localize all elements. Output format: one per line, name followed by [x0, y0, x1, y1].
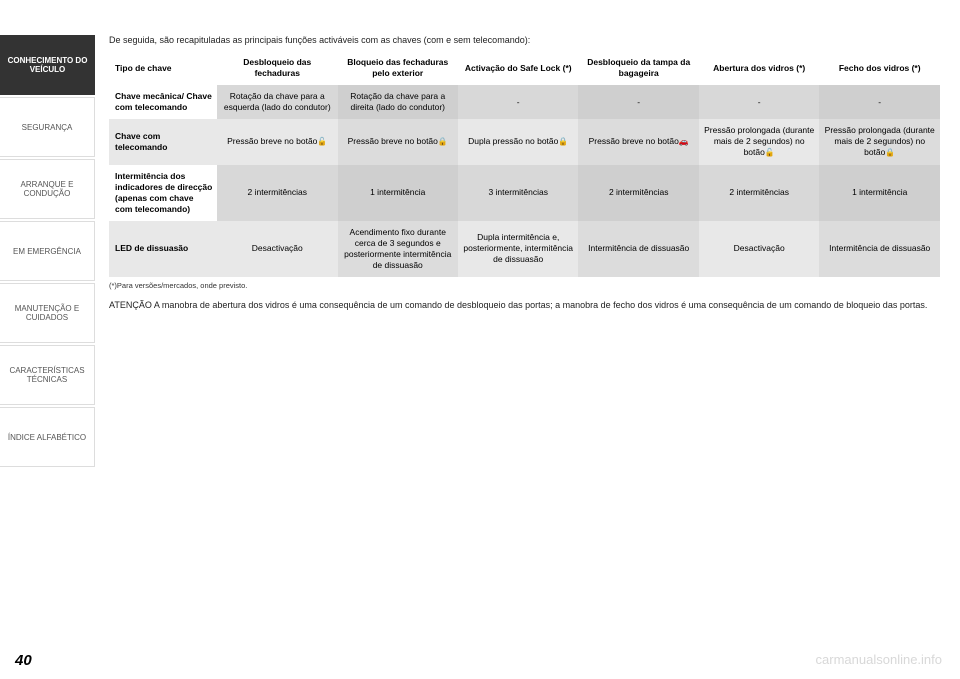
sidebar-item-conhecimento[interactable]: CONHECIMENTO DO VEÍCULO: [0, 35, 95, 95]
unlock-icon: [317, 136, 327, 146]
cell-r2-c0: Intermitência dos indicadores de direcçã…: [109, 165, 217, 221]
cell-r0-c4: -: [578, 85, 698, 119]
cell-r3-c3: Dupla intermitência e, posteriormente, i…: [458, 221, 578, 277]
cell-r1-c3: Dupla pressão no botão: [458, 119, 578, 164]
unlock-icon: [765, 147, 775, 157]
cell-r0-c1: Rotação da chave para a esquerda (lado d…: [217, 85, 337, 119]
cell-r0-c6: -: [819, 85, 940, 119]
th-tampa: Desbloqueio da tampa da bagageira: [578, 51, 698, 85]
footnote: (*)Para versões/mercados, onde previsto.: [109, 281, 940, 290]
cell-r2-c3: 3 intermitências: [458, 165, 578, 221]
cell-r1-c2: Pressão breve no botão: [338, 119, 458, 164]
th-bloqueio: Bloqueio das fechaduras pelo exterior: [338, 51, 458, 85]
cell-r1-c4: Pressão breve no botão: [578, 119, 698, 164]
cell-r3-c5: Desactivação: [699, 221, 819, 277]
lock-icon: [558, 136, 568, 146]
intro-text: De seguida, são recapituladas as princip…: [109, 35, 940, 45]
cell-r3-c2: Acendimento fixo durante cerca de 3 segu…: [338, 221, 458, 277]
th-safelock: Activação do Safe Lock (*): [458, 51, 578, 85]
trunk-icon: [679, 136, 689, 146]
cell-r0-c5: -: [699, 85, 819, 119]
cell-r1-c5: Pressão prolongada (durante mais de 2 se…: [699, 119, 819, 164]
sidebar-item-manutencao[interactable]: MANUTENÇÃO E CUIDADOS: [0, 283, 95, 343]
cell-r2-c2: 1 intermitência: [338, 165, 458, 221]
cell-r1-c0: Chave com telecomando: [109, 119, 217, 164]
page-number: 40: [15, 652, 32, 669]
cell-r2-c1: 2 intermitências: [217, 165, 337, 221]
cell-r2-c6: 1 intermitência: [819, 165, 940, 221]
table-row: Chave com telecomando Pressão breve no b…: [109, 119, 940, 164]
sidebar-item-seguranca[interactable]: SEGURANÇA: [0, 97, 95, 157]
watermark: carmanualsonline.info: [816, 652, 942, 667]
th-desbloqueio: Desbloqueio das fechaduras: [217, 51, 337, 85]
cell-r3-c4: Intermitência de dissuasão: [578, 221, 698, 277]
cell-r2-c5: 2 intermitências: [699, 165, 819, 221]
cell-r0-c3: -: [458, 85, 578, 119]
cell-r3-c1: Desactivação: [217, 221, 337, 277]
cell-r2-c4: 2 intermitências: [578, 165, 698, 221]
functions-table: Tipo de chave Desbloqueio das fechaduras…: [109, 51, 940, 277]
cell-r1-c1: Pressão breve no botão: [217, 119, 337, 164]
attention-note: ATENÇÃO A manobra de abertura dos vidros…: [109, 300, 940, 312]
sidebar-item-emergencia[interactable]: EM EMERGÊNCIA: [0, 221, 95, 281]
cell-r3-c0: LED de dissuasão: [109, 221, 217, 277]
sidebar-item-caracteristicas[interactable]: CARACTERÍSTICAS TÉCNICAS: [0, 345, 95, 405]
sidebar-item-arranque[interactable]: ARRANQUE E CONDUÇÃO: [0, 159, 95, 219]
th-fecho-vidros: Fecho dos vidros (*): [819, 51, 940, 85]
table-row: LED de dissuasão Desactivação Acendiment…: [109, 221, 940, 277]
sidebar: CONHECIMENTO DO VEÍCULO SEGURANÇA ARRANQ…: [0, 0, 95, 679]
cell-r0-c2: Rotação da chave para a direita (lado do…: [338, 85, 458, 119]
th-abertura-vidros: Abertura dos vidros (*): [699, 51, 819, 85]
table-row: Intermitência dos indicadores de direcçã…: [109, 165, 940, 221]
lock-icon: [438, 136, 448, 146]
content-area: De seguida, são recapituladas as princip…: [95, 0, 960, 679]
cell-r1-c6: Pressão prolongada (durante mais de 2 se…: [819, 119, 940, 164]
lock-icon: [885, 147, 895, 157]
sidebar-item-indice[interactable]: ÍNDICE ALFABÉTICO: [0, 407, 95, 467]
th-tipo: Tipo de chave: [109, 51, 217, 85]
table-header-row: Tipo de chave Desbloqueio das fechaduras…: [109, 51, 940, 85]
table-row: Chave mecânica/ Chave com telecomando Ro…: [109, 85, 940, 119]
cell-r3-c6: Intermitência de dissuasão: [819, 221, 940, 277]
cell-r0-c0: Chave mecânica/ Chave com telecomando: [109, 85, 217, 119]
